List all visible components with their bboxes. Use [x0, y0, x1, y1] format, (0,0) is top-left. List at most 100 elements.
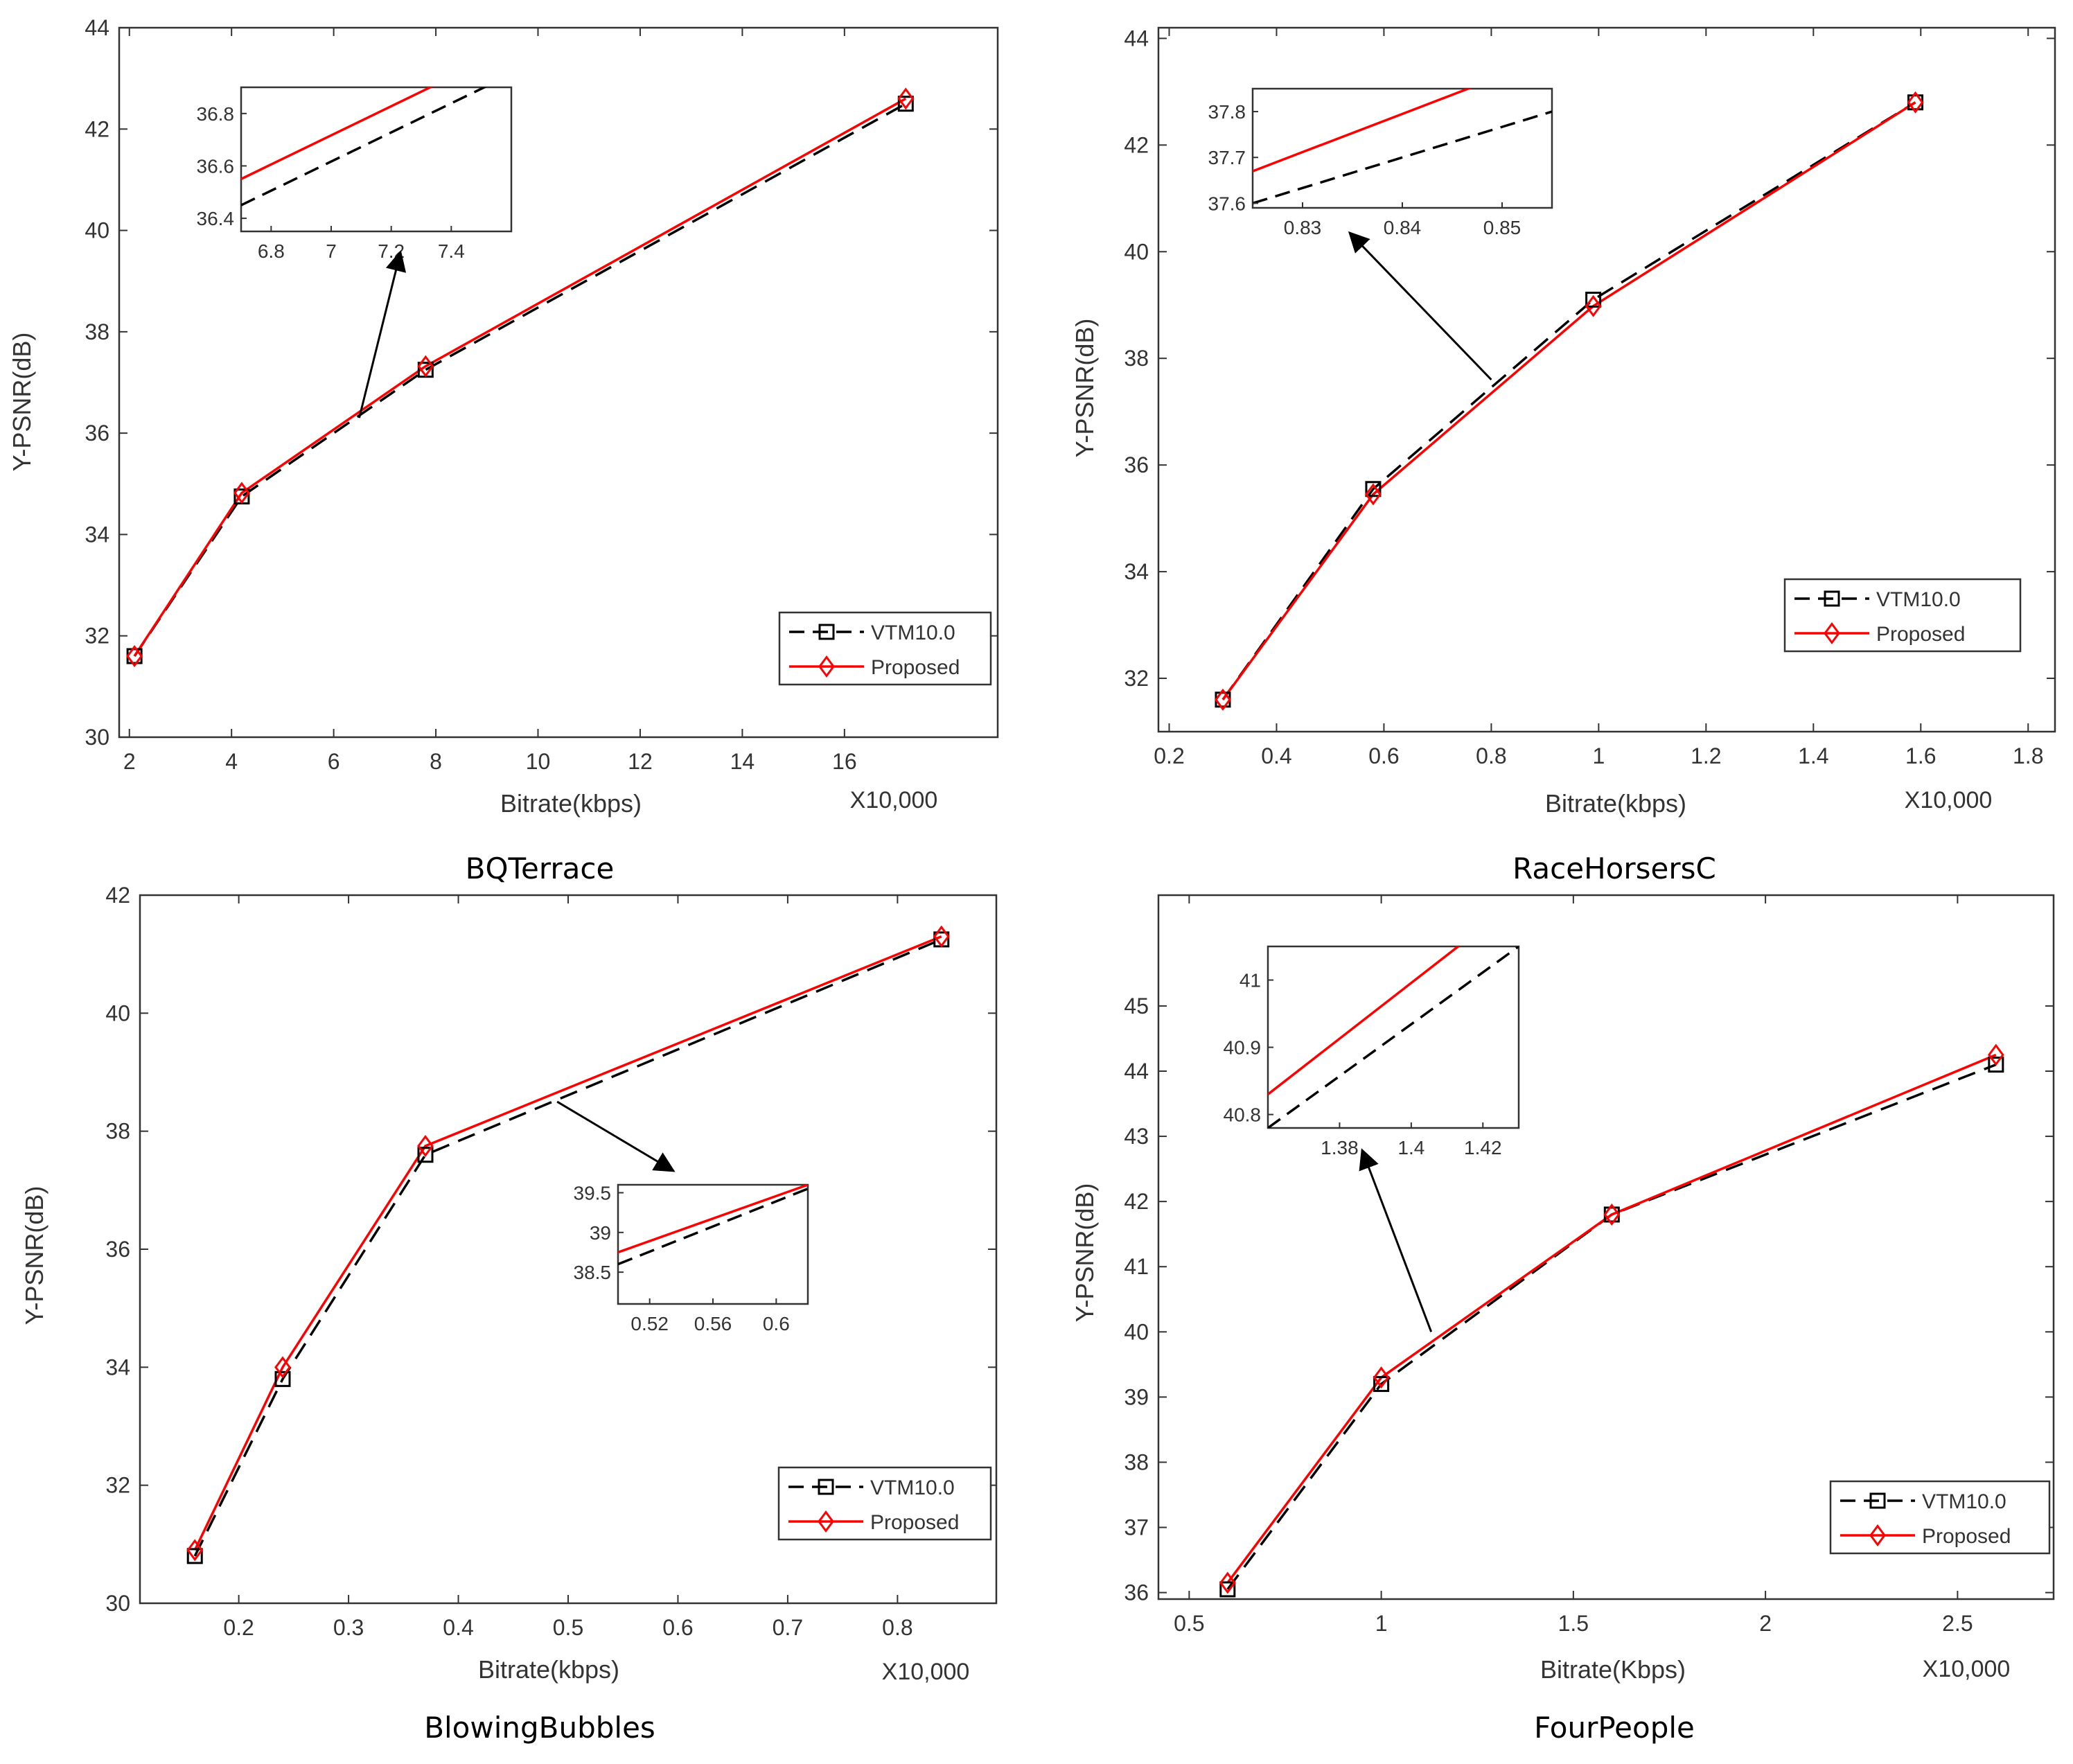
legend: VTM10.0 Proposed	[1829, 1480, 2051, 1555]
inset-y-tick-label: 39	[590, 1222, 611, 1244]
diamond-marker	[186, 1539, 204, 1562]
y-tick-label: 41	[1124, 1254, 1149, 1279]
legend-entry-label: VTM10.0	[1876, 588, 1961, 611]
inset-x-tick-label: 0.52	[630, 1313, 669, 1334]
series-group	[1221, 101, 1916, 700]
legend-entry-label: Proposed	[1922, 1525, 2011, 1548]
inset-x-tick-label: 7	[326, 240, 337, 262]
y-axis-label: Y-PSNR(dB)	[8, 333, 36, 472]
x-tick-label: 2	[123, 749, 136, 774]
square-marker	[417, 1147, 434, 1163]
inset-y-tick-label: 40.8	[1224, 1104, 1262, 1126]
inset-series-group	[618, 1185, 808, 1266]
square-marker	[1869, 1492, 1886, 1509]
inset-frame	[617, 1183, 809, 1305]
diamond-marker	[1869, 1524, 1886, 1547]
square-marker	[186, 1548, 203, 1564]
x-tick-label: 2.5	[1942, 1611, 1973, 1636]
x-axis-label: Bitrate(kbps)	[478, 1655, 619, 1684]
x-tick-label: 0.6	[662, 1615, 693, 1640]
inset-x-tick-label: 1.42	[1464, 1137, 1502, 1158]
x-tick-label: 1.4	[1798, 743, 1828, 768]
series-line-proposed	[1226, 1053, 1997, 1584]
y-tick-label: 44	[1124, 26, 1149, 51]
series-line-vtm10-0	[1226, 1063, 1997, 1590]
x-tick-label: 2	[1759, 1611, 1772, 1636]
inset-line-vtm10-0	[618, 1188, 808, 1266]
diamond-marker	[1987, 1043, 2004, 1066]
chart-caption: BlowingBubbles	[424, 1711, 655, 1745]
series-line-proposed	[1221, 101, 1916, 700]
inset-y-tick-label: 41	[1240, 970, 1261, 991]
x-tick-label: 8	[430, 749, 442, 774]
inset-x-tick-label: 0.84	[1384, 217, 1422, 238]
y-tick-label: 38	[1124, 1449, 1149, 1474]
inset-x-tick-label: 7.2	[378, 240, 405, 262]
x-tick-label: 1.2	[1691, 743, 1721, 768]
x-scale-note: X10,000	[850, 787, 938, 813]
zoom-arrow	[1359, 1148, 1433, 1332]
x-tick-label: 1.6	[1905, 743, 1936, 768]
series-group	[133, 97, 907, 657]
x-tick-label: 0.5	[553, 1615, 583, 1640]
inset-line-proposed	[1253, 89, 1472, 173]
plot-frame	[1157, 26, 2056, 733]
inset-y-tick-label: 36.4	[197, 208, 235, 229]
inset-y-tick-label: 36.8	[197, 103, 235, 125]
inset-x-tick-label: 1.38	[1321, 1137, 1359, 1158]
square-marker	[1988, 1057, 2004, 1073]
y-tick-label: 32	[85, 624, 109, 649]
diamond-marker	[1365, 483, 1382, 506]
legend: VTM10.0 Proposed	[777, 1466, 992, 1541]
square-marker	[1219, 1581, 1236, 1598]
inset-line-proposed	[618, 1185, 808, 1254]
y-tick-label: 32	[105, 1473, 130, 1498]
plot-frame	[118, 26, 999, 739]
series-line-vtm10-0	[193, 938, 942, 1557]
inset-x-tick-label: 0.56	[694, 1313, 732, 1334]
x-tick-label: 0.4	[1261, 743, 1291, 768]
diamond-marker	[1824, 621, 1840, 645]
y-tick-label: 44	[1124, 1059, 1149, 1084]
x-tick-label: 4	[225, 749, 238, 774]
legend-entry-label: VTM10.0	[871, 621, 955, 644]
diamond-marker	[233, 482, 250, 504]
x-scale-note: X10,000	[1905, 787, 1993, 813]
chart-bqterrace: BQTerrace Bitrate(kbps) Y-PSNR(dB) X10,0…	[8, 15, 999, 885]
legend-frame	[778, 611, 992, 686]
y-tick-label: 42	[1124, 132, 1149, 157]
inset-line-vtm10-0	[1253, 110, 1552, 205]
chart-caption: RaceHorsersC	[1512, 852, 1716, 885]
inset-y-tick-label: 38.5	[574, 1262, 612, 1283]
x-tick-label: 0.5	[1174, 1611, 1204, 1636]
inset-series-group	[1268, 946, 1519, 1128]
y-tick-label: 42	[105, 883, 130, 908]
x-scale-note: X10,000	[1923, 1656, 2011, 1682]
y-tick-label: 40	[1124, 1319, 1149, 1344]
y-tick-label: 34	[85, 522, 109, 547]
y-tick-label: 39	[1124, 1384, 1149, 1409]
diamond-marker	[417, 1134, 434, 1157]
inset-series-group	[241, 87, 488, 206]
x-tick-label: 1.8	[2013, 743, 2043, 768]
x-tick-label: 12	[628, 749, 653, 774]
inset-x-tick-label: 6.8	[258, 240, 285, 262]
legend-entry-label: Proposed	[1876, 623, 1965, 646]
series-group	[193, 935, 942, 1557]
diamond-marker	[1373, 1366, 1390, 1389]
x-tick-label: 0.6	[1368, 743, 1399, 768]
series-line-proposed	[193, 935, 942, 1551]
diamond-marker	[818, 1510, 834, 1533]
inset-line-vtm10-0	[241, 87, 488, 206]
y-tick-label: 36	[1124, 1580, 1149, 1605]
x-tick-label: 0.3	[333, 1615, 364, 1640]
x-tick-label: 0.2	[1154, 743, 1184, 768]
square-marker	[1365, 481, 1382, 497]
x-axis-label: Bitrate(kbps)	[1545, 789, 1686, 818]
y-tick-label: 44	[85, 15, 109, 40]
diamond-marker	[1603, 1203, 1621, 1226]
zoom-arrow	[358, 250, 407, 418]
zoom-inset: 0.83 0.84 0.85 37.6 37.7 37.8	[1208, 87, 1553, 238]
y-tick-label: 36	[85, 421, 109, 446]
inset-x-tick-label: 0.85	[1483, 217, 1521, 238]
